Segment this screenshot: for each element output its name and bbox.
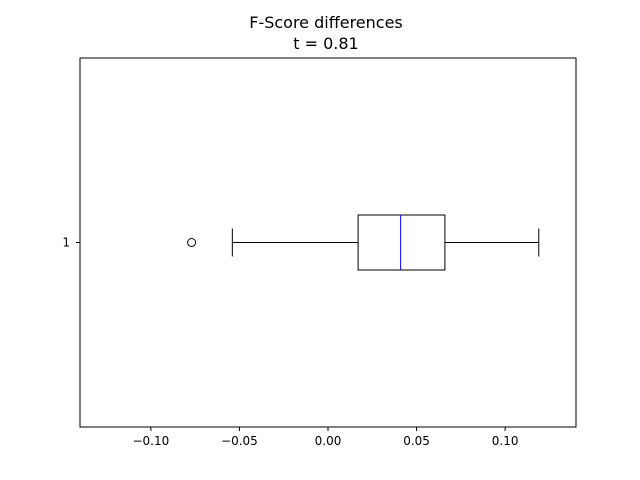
chart-subtitle: t = 0.81 [293, 34, 358, 53]
chart-title: F-Score differences [249, 13, 403, 32]
y-tick-label: 1 [62, 236, 70, 250]
x-tick-label: −0.10 [132, 434, 169, 448]
iqr-box [357, 214, 446, 271]
x-tick-label: 0.10 [492, 434, 519, 448]
x-tick-label: 0.05 [403, 434, 430, 448]
x-tick-label: 0.00 [315, 434, 342, 448]
outlier-point [187, 238, 197, 247]
x-axis: −0.10 −0.05 0.00 0.05 0.10 [132, 427, 519, 448]
y-axis: 1 [62, 236, 80, 250]
x-tick-label: −0.05 [221, 434, 258, 448]
boxes-layer [187, 214, 540, 271]
